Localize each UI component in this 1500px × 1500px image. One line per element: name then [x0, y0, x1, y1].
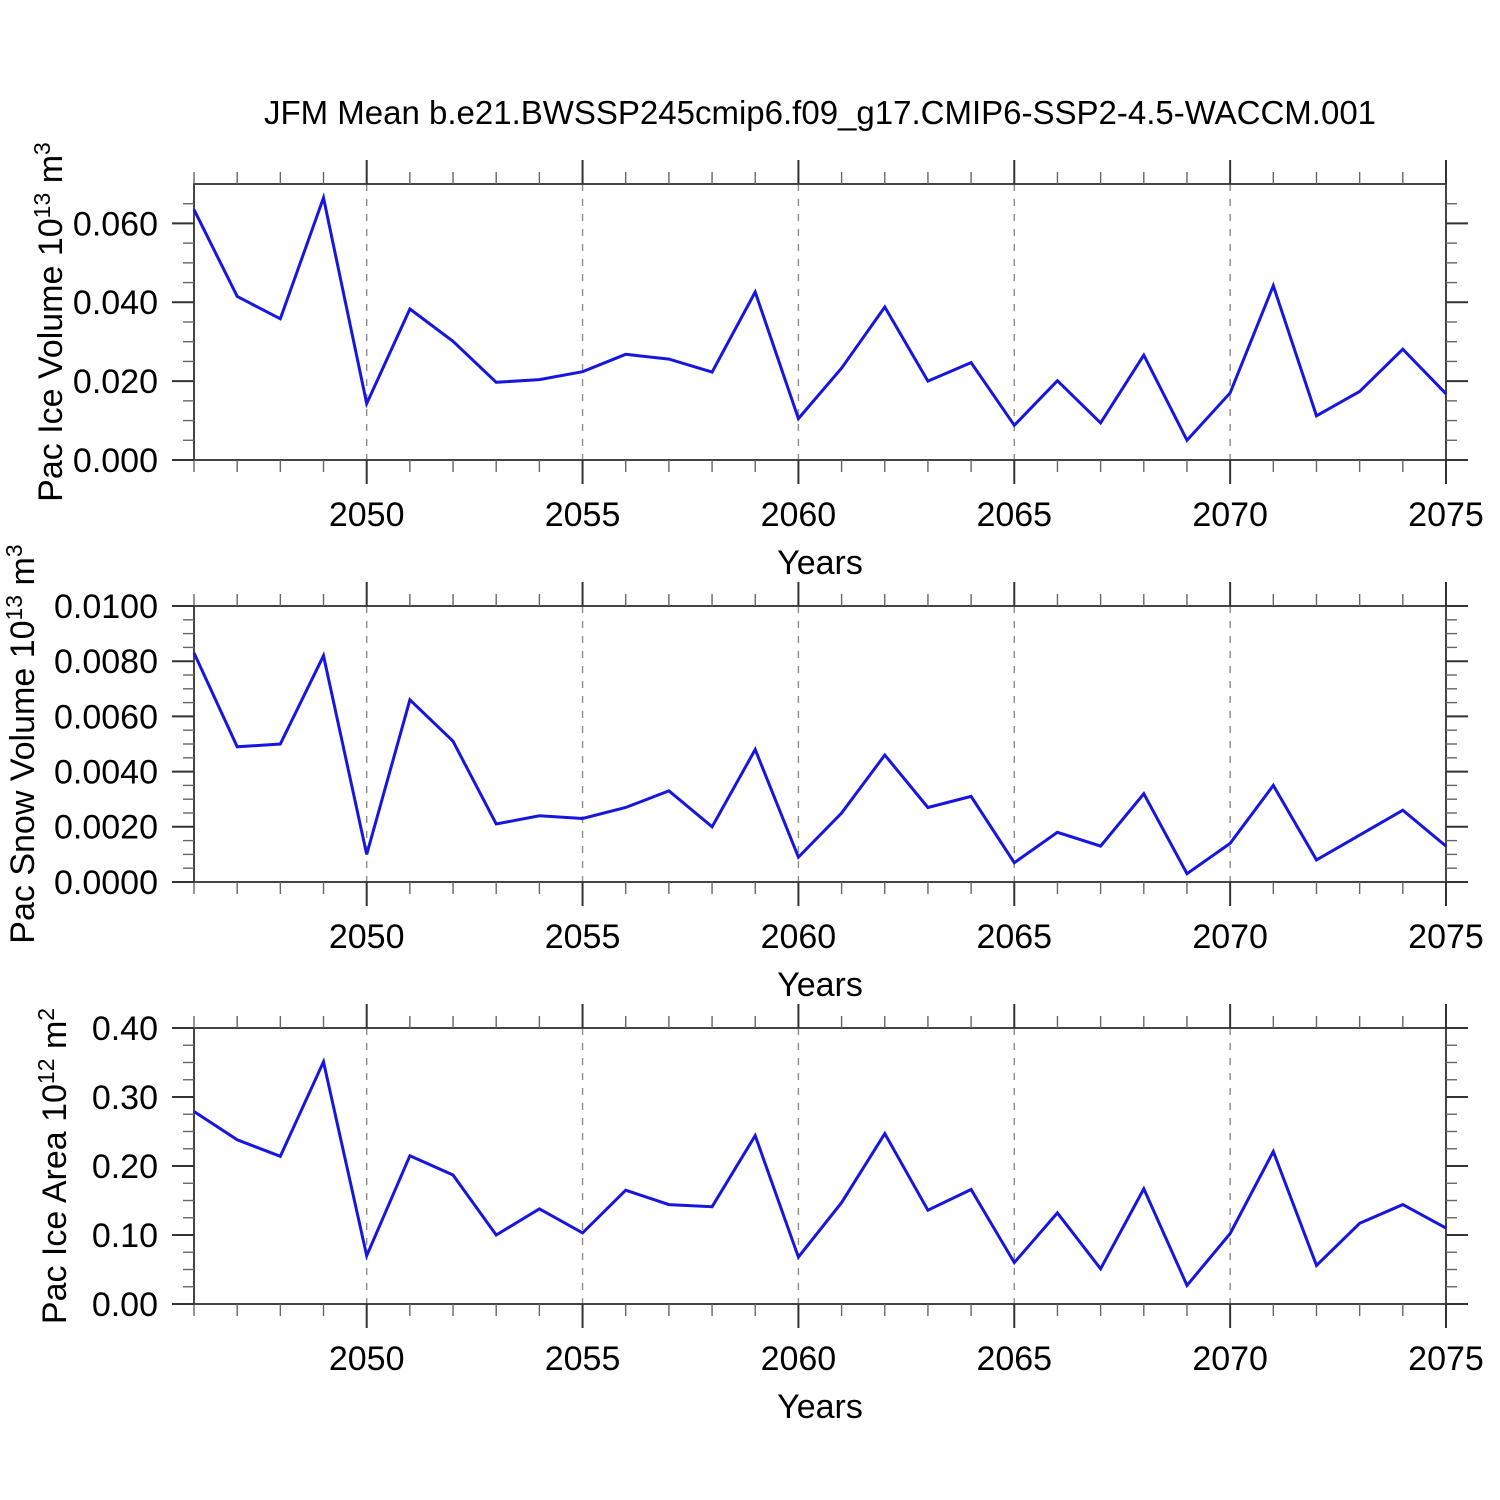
y-tick-labels: 0.00 0.10 0.20 0.30 0.40	[92, 1010, 158, 1324]
y-tick-label: 0.0080	[54, 643, 158, 681]
x-tick-label: 2075	[1408, 918, 1484, 956]
x-tick-label: 2050	[329, 496, 405, 534]
x-tick-label: 2070	[1192, 918, 1268, 956]
x-ticks	[193, 1004, 1447, 1328]
x-axis-label: Years	[777, 966, 863, 1004]
y-tick-label: 0.060	[73, 205, 158, 243]
chart-pac-ice-volume: 0.000 0.020 0.040 0.060 2050 2055 2060 2065 2070…	[29, 142, 1484, 582]
figure-title: JFM Mean b.e21.BWSSP245cmip6.f09_g17.CMI…	[263, 94, 1377, 131]
gridlines	[365, 606, 1231, 882]
x-tick-label: 2050	[329, 1340, 405, 1378]
y-tick-label: 0.30	[92, 1079, 158, 1117]
x-tick-label: 2075	[1408, 496, 1484, 534]
y-tick-label: 0.00	[92, 1286, 158, 1324]
y-tick-labels: 0.0000 0.0020 0.0040 0.0060 0.0080 0.0100	[54, 588, 158, 902]
data-line-pac-ice-volume	[192, 192, 1448, 443]
x-tick-label: 2065	[976, 496, 1052, 534]
x-axis-label: Years	[777, 1388, 863, 1426]
y-tick-label: 0.0100	[54, 588, 158, 626]
chart-pac-ice-area: 0.00 0.10 0.20 0.30 0.40 2050 2055 2060 2065 2070…	[33, 1004, 1484, 1426]
x-tick-labels: 2050 2055 2060 2065 2070 2075	[329, 918, 1484, 956]
x-tick-label: 2060	[761, 918, 837, 956]
y-tick-label: 0.020	[73, 363, 158, 401]
plot-border	[193, 605, 1447, 883]
x-tick-label: 2055	[545, 496, 621, 534]
y-axis-label: Pac Ice Volume 1013 m3	[29, 142, 70, 502]
x-tick-label: 2055	[545, 1340, 621, 1378]
y-tick-labels: 0.000 0.020 0.040 0.060	[73, 205, 158, 480]
x-tick-label: 2055	[545, 918, 621, 956]
y-axis-label: Pac Snow Volume 1013 m3	[1, 544, 42, 943]
y-tick-label: 0.0000	[54, 864, 158, 902]
y-tick-label: 0.20	[92, 1148, 158, 1186]
gridlines	[365, 1028, 1231, 1304]
x-tick-label: 2065	[976, 1340, 1052, 1378]
x-tick-label: 2065	[976, 918, 1052, 956]
y-tick-label: 0.40	[92, 1010, 158, 1048]
y-tick-label: 0.0020	[54, 809, 158, 847]
y-tick-label: 0.040	[73, 284, 158, 322]
y-tick-label: 0.10	[92, 1217, 158, 1255]
y-axis-label: Pac Ice Area 1012 m2	[33, 1008, 74, 1324]
plot-border	[193, 1027, 1447, 1305]
x-ticks	[193, 160, 1447, 484]
x-axis-label: Years	[777, 544, 863, 582]
y-ticks	[172, 203, 1468, 461]
y-tick-label: 0.0060	[54, 698, 158, 736]
x-tick-labels: 2050 2055 2060 2065 2070 2075	[329, 496, 1484, 534]
y-tick-label: 0.0040	[54, 754, 158, 792]
x-tick-label: 2060	[761, 496, 837, 534]
y-ticks	[172, 1027, 1468, 1305]
x-tick-labels: 2050 2055 2060 2065 2070 2075	[329, 1340, 1484, 1378]
x-tick-label: 2060	[761, 1340, 837, 1378]
x-tick-label: 2075	[1408, 1340, 1484, 1378]
x-tick-label: 2070	[1192, 496, 1268, 534]
data-line-pac-ice-area	[193, 1057, 1447, 1289]
x-ticks	[193, 582, 1447, 906]
x-tick-label: 2070	[1192, 1340, 1268, 1378]
y-tick-label: 0.000	[73, 442, 158, 480]
chart-pac-snow-volume: 0.0000 0.0020 0.0040 0.0060 0.0080 0.0100 2050…	[1, 544, 1484, 1004]
x-tick-label: 2050	[329, 918, 405, 956]
data-line-pac-snow-volume	[192, 651, 1447, 876]
y-ticks	[172, 605, 1468, 883]
